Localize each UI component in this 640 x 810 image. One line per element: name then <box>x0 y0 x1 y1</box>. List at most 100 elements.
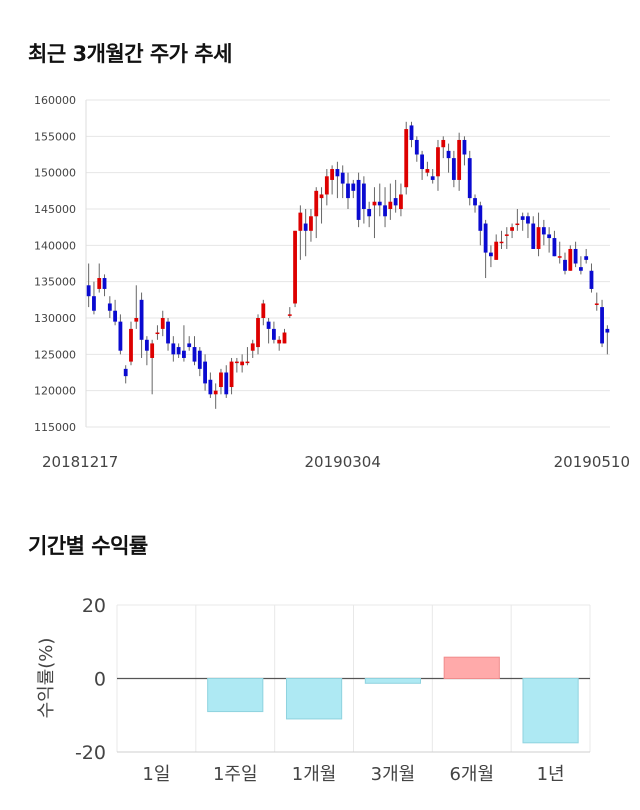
bar-x-tick-label: 1일 <box>142 764 170 785</box>
candle-body <box>309 216 313 231</box>
candle-body <box>388 201 393 209</box>
bar-y-tick-label: -20 <box>75 742 106 764</box>
candle-body <box>203 361 207 384</box>
candle-body <box>208 379 213 395</box>
candle-body <box>520 216 525 220</box>
bar-x-tick-label: 6개월 <box>449 764 494 785</box>
candle-y-tick-label: 130000 <box>34 312 76 325</box>
candle-body <box>160 318 165 329</box>
candle <box>335 161 340 199</box>
candle <box>547 227 552 253</box>
candle-body <box>271 328 276 340</box>
candle <box>134 285 139 329</box>
candle-body <box>356 179 361 220</box>
candle-body <box>229 361 234 388</box>
candle-body <box>102 278 107 289</box>
candle-body <box>409 125 414 140</box>
candle-x-ticks: 20181217 20190304 20190510 <box>42 453 630 471</box>
candle-body <box>504 234 509 236</box>
candlestick-chart: 160000 155000 150000 145000 140000 135000 1300… <box>34 94 630 471</box>
candle-y-tick-label: 150000 <box>34 167 76 180</box>
candle <box>240 354 245 373</box>
candle-body <box>113 310 118 322</box>
candle-body <box>584 256 589 260</box>
candle-body <box>541 227 546 235</box>
candle-body <box>171 343 176 355</box>
candle <box>568 245 573 271</box>
candle <box>298 205 303 260</box>
candle <box>367 201 372 228</box>
candle-body <box>372 201 377 206</box>
return-bar <box>364 678 422 684</box>
candle-y-tick-label: 125000 <box>34 348 76 361</box>
candle-body <box>324 176 329 195</box>
candle <box>160 310 165 337</box>
candle <box>531 216 536 249</box>
candle <box>499 230 504 249</box>
candle <box>494 234 499 260</box>
candle-body <box>425 169 430 173</box>
candle-body <box>436 147 440 177</box>
candle <box>451 150 456 188</box>
candle-body <box>266 321 271 329</box>
candle-body <box>361 183 366 209</box>
candle <box>314 187 319 239</box>
candle <box>563 252 567 275</box>
candle <box>340 165 345 199</box>
candle-body <box>563 259 567 271</box>
candle-body <box>526 216 530 224</box>
candle-body <box>256 318 260 348</box>
candle-body <box>605 328 610 333</box>
candle <box>510 223 514 239</box>
candle <box>393 179 398 213</box>
candle <box>303 209 308 257</box>
candle <box>589 263 594 293</box>
bar-y-ticks: 20 0 -20 <box>75 595 106 764</box>
candle <box>425 161 430 177</box>
candle-body <box>404 129 409 188</box>
candle-body <box>557 256 562 258</box>
candle-body <box>129 328 133 362</box>
candle <box>409 121 414 148</box>
return-bar <box>443 656 500 679</box>
candle <box>573 241 578 268</box>
candle-body <box>293 230 297 304</box>
candle <box>192 336 197 366</box>
candle <box>293 230 297 308</box>
candle-body <box>282 332 287 344</box>
candle <box>372 187 377 239</box>
candle-body <box>430 176 435 180</box>
candle-body <box>118 321 123 351</box>
candle-body <box>144 339 149 351</box>
candle <box>584 248 589 264</box>
candle <box>309 209 313 242</box>
candle <box>150 339 155 395</box>
candle-body <box>594 303 599 305</box>
candle-body <box>489 252 493 257</box>
candle <box>388 183 393 220</box>
candle <box>414 136 419 162</box>
candle <box>361 176 366 224</box>
candle <box>515 209 520 231</box>
candle-body <box>150 343 155 358</box>
candle-body <box>298 212 303 231</box>
candle-body <box>314 190 319 217</box>
candle <box>478 201 483 246</box>
candle-body <box>383 205 387 217</box>
candle-body <box>441 139 446 148</box>
candle-body <box>499 241 504 244</box>
bar-marks <box>207 656 579 744</box>
candle <box>187 336 192 351</box>
candle-x-tick-label: 20190304 <box>305 453 381 471</box>
candle-body <box>261 303 266 318</box>
bar-x-tick-label: 1주일 <box>213 764 258 785</box>
candle <box>536 212 541 257</box>
candle <box>182 325 186 362</box>
candle <box>594 292 599 311</box>
candle <box>123 365 128 384</box>
candle-body <box>483 223 488 253</box>
candle <box>600 299 604 348</box>
candle <box>473 194 477 213</box>
candle-body <box>399 194 403 209</box>
candle-body <box>531 223 536 249</box>
